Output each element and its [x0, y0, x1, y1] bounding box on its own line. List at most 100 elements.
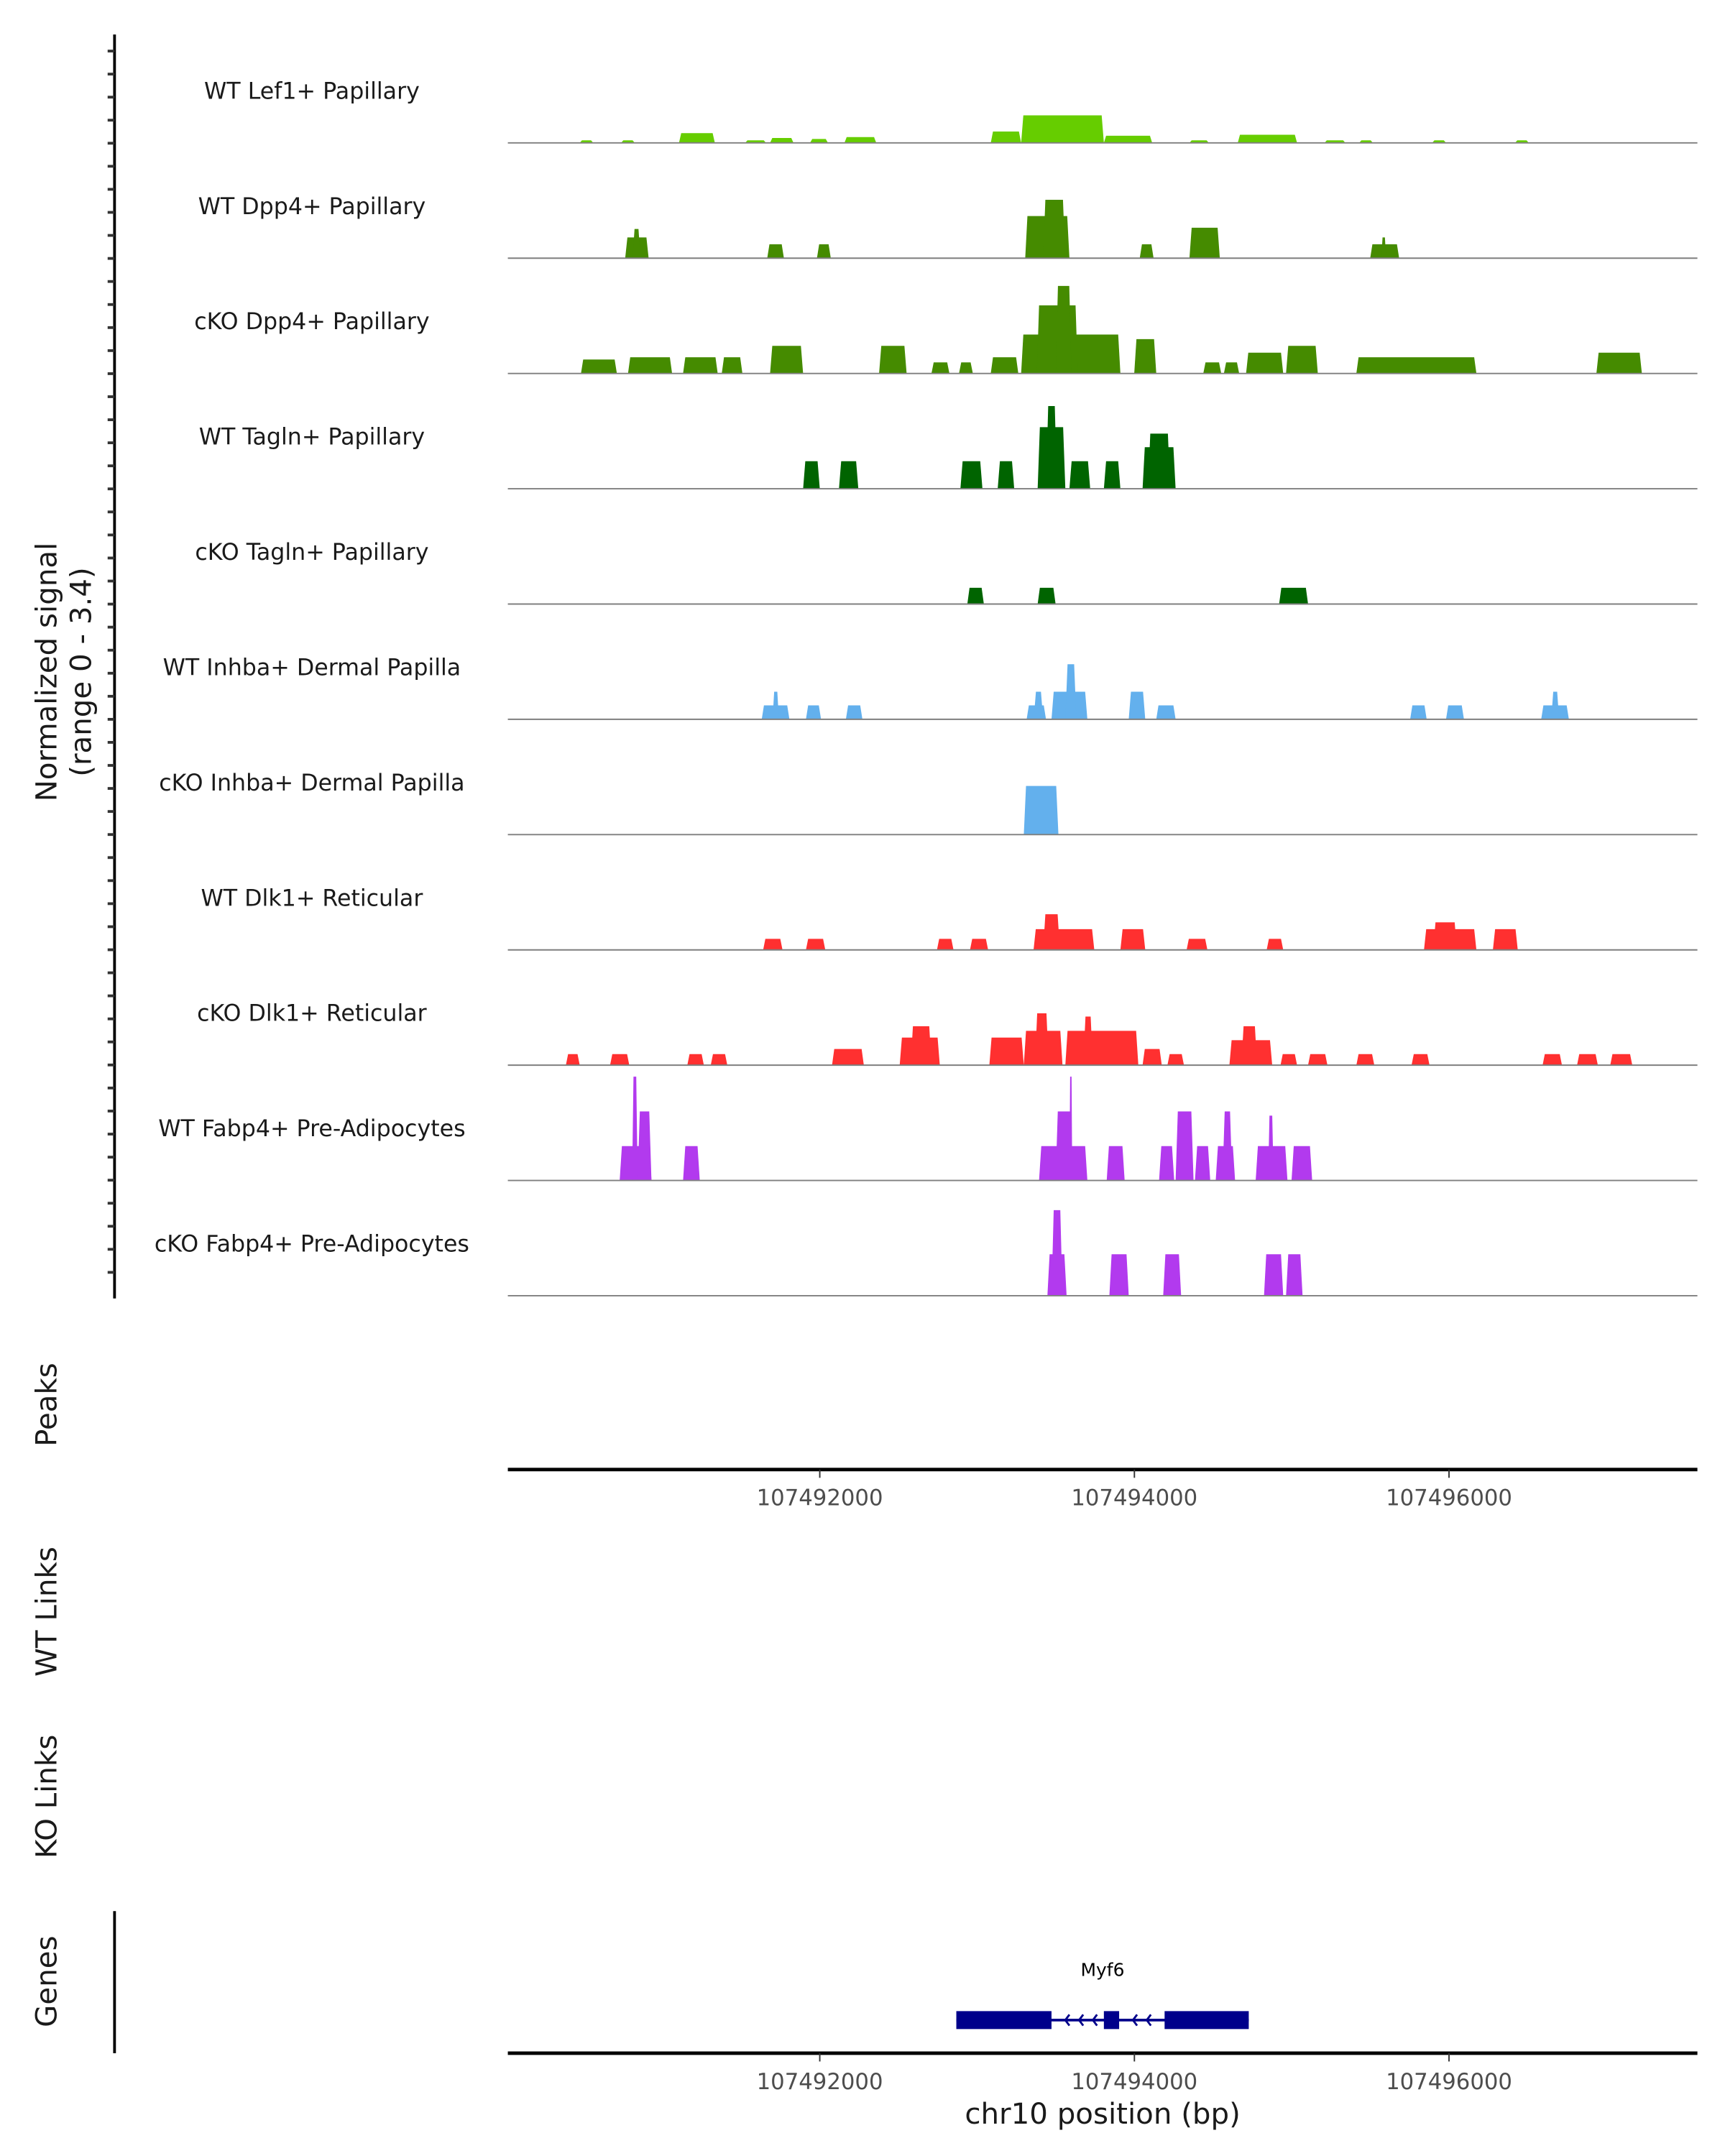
signal-peak: [1163, 1254, 1182, 1296]
track-label: WT Tagln+ Papillary: [199, 425, 425, 451]
signal-peak: [967, 587, 984, 604]
signal-peak: [816, 244, 831, 259]
signal-peak: [1280, 1054, 1297, 1066]
signal-peak: [1024, 786, 1059, 835]
signal-peak: [1433, 922, 1457, 950]
coverage-tracks: WT Lef1+ Papillary WT Dpp4+ Papillary cKO …: [155, 78, 1698, 1296]
x-tick-label: 107494000: [1071, 1485, 1197, 1511]
signal-peak: [844, 137, 877, 143]
signal-peak: [1175, 1111, 1194, 1181]
track: cKO Inhba+ Dermal Papilla: [159, 770, 1698, 836]
signal-peak: [687, 1054, 704, 1066]
signal-peak: [1069, 461, 1090, 489]
signal-peak: [990, 357, 1018, 374]
track: cKO Fabp4+ Pre-Adipocytes: [155, 1210, 1698, 1296]
signal-peak: [879, 346, 907, 374]
signal-peak: [1291, 1146, 1312, 1181]
signal-peak: [1148, 433, 1170, 489]
signal-peak: [1046, 406, 1057, 489]
signal-peak: [1356, 357, 1477, 374]
signal-peak: [566, 1054, 580, 1066]
signal-peak: [1189, 227, 1220, 259]
track: cKO Dpp4+ Papillary: [194, 285, 1698, 374]
signal-peak: [1037, 587, 1056, 604]
signal-y-ticks: [107, 50, 115, 1274]
y-axis-title: Normalized signal: [30, 543, 64, 802]
signal-peak: [722, 357, 742, 374]
x-tick-label: 107496000: [1386, 2069, 1512, 2095]
genes-x-ticks: 107492000 107494000 107496000: [757, 2053, 1512, 2095]
signal-peak: [632, 1077, 638, 1181]
x-tick-label: 107492000: [757, 1485, 883, 1511]
signal-peak: [610, 1054, 630, 1066]
signal-peak: [1033, 929, 1095, 950]
signal-peak: [1223, 362, 1240, 374]
signal-peak: [931, 362, 949, 374]
signal-peak: [627, 357, 673, 374]
track: WT Lef1+ Papillary: [204, 78, 1698, 144]
signal-peak: [710, 1054, 727, 1066]
signal-peak: [832, 1049, 864, 1066]
genes-panel-label: Genes: [30, 1935, 64, 2027]
signal-peak: [803, 461, 820, 489]
signal-peak: [1238, 134, 1297, 143]
peaks-panel-label: Peaks: [30, 1363, 64, 1447]
signal-peak: [1103, 135, 1153, 143]
signal-peak: [1043, 200, 1065, 259]
signal-peak: [1156, 705, 1176, 719]
signal-peak: [1055, 285, 1072, 374]
signal-peak: [1577, 1054, 1598, 1066]
signal-peak: [1279, 587, 1308, 604]
signal-peak: [683, 1146, 700, 1181]
signal-peak: [1142, 1049, 1162, 1066]
signal-peak: [1246, 352, 1284, 374]
x-tick-label: 107492000: [757, 2069, 883, 2095]
track-label: cKO Tagln+ Papillary: [195, 540, 428, 566]
signal-peak: [1203, 362, 1222, 374]
signal-peak: [1159, 1146, 1174, 1181]
signal-peak: [937, 939, 954, 950]
signal-peak: [845, 705, 862, 719]
track: cKO Tagln+ Papillary: [195, 540, 1698, 605]
signal-peak: [1195, 1146, 1210, 1181]
track-label: cKO Fabp4+ Pre-Adipocytes: [155, 1232, 469, 1258]
signal-peak: [683, 357, 718, 374]
signal-peak: [1610, 1054, 1632, 1066]
gene-exon: [956, 2011, 1052, 2030]
signal-peak: [1167, 1054, 1184, 1066]
signal-peak: [638, 1111, 652, 1181]
signal-peak: [990, 132, 1021, 143]
signal-peak: [1307, 1054, 1328, 1066]
track-label: cKO Inhba+ Dermal Papilla: [159, 770, 464, 796]
signal-peak: [1411, 1054, 1430, 1066]
signal-peak: [1069, 1077, 1072, 1181]
signal-peak: [1139, 244, 1154, 259]
signal-peak: [1596, 352, 1642, 374]
track-label: cKO Dlk1+ Reticular: [197, 1001, 428, 1027]
signal-peak: [770, 138, 794, 143]
signal-peak: [1103, 461, 1121, 489]
gene-exon: [1103, 2011, 1120, 2030]
signal-peak: [970, 939, 988, 950]
track-label: WT Dlk1+ Reticular: [201, 885, 423, 911]
signal-peak: [960, 461, 983, 489]
x-axis-title: chr10 position (bp): [965, 2097, 1241, 2131]
gene-exon: [1164, 2011, 1249, 2030]
signal-peak: [1109, 1254, 1129, 1296]
signal-peak: [1222, 1111, 1233, 1181]
track-label: cKO Dpp4+ Papillary: [194, 309, 429, 335]
track-label: WT Inhba+ Dermal Papilla: [163, 655, 461, 681]
track: cKO Dlk1+ Reticular: [197, 1001, 1698, 1067]
signal-peak: [1286, 346, 1318, 374]
signal-peak: [1134, 338, 1156, 374]
signal-peak: [989, 1037, 1024, 1066]
signal-peak: [1186, 939, 1208, 950]
peaks-x-ticks: 107492000 107494000 107496000: [757, 1469, 1512, 1511]
signal-peak: [806, 939, 826, 950]
gene-model: Myf6: [956, 1959, 1249, 2030]
signal-peak: [632, 229, 641, 259]
strand-arrow-icon: [1131, 2014, 1138, 2027]
signal-peak: [1021, 115, 1104, 143]
track: WT Inhba+ Dermal Papilla: [163, 655, 1698, 720]
